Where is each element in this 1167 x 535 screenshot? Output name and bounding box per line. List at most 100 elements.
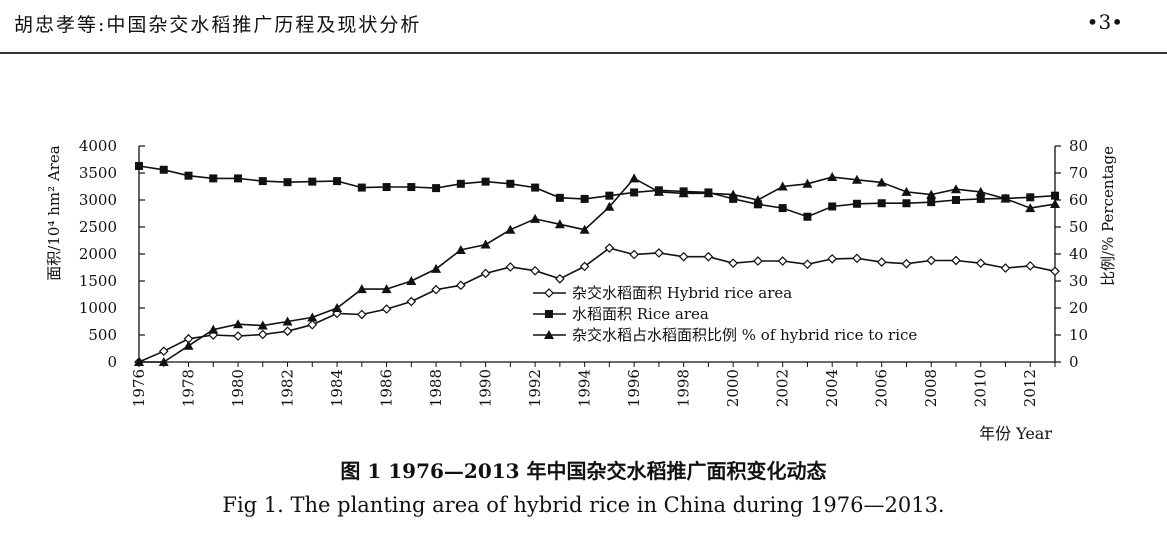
series-2-point (753, 200, 762, 209)
legend-label: 水稻面积 Rice area (572, 305, 709, 323)
series-1-point (431, 284, 441, 295)
series-3-point (530, 213, 541, 223)
series-1-point (1025, 261, 1036, 271)
series-2-point (506, 179, 515, 188)
x-tick-label: 1998 (675, 369, 693, 407)
series-1-point (703, 251, 714, 262)
left-tick-label: 2500 (79, 218, 117, 236)
series-2-point (778, 204, 787, 213)
series-1-point (728, 258, 739, 269)
series-1-point (381, 304, 392, 314)
series-1-point (852, 253, 862, 264)
series-2-point (828, 202, 837, 211)
series-1-point (406, 296, 417, 307)
x-tick-label: 1982 (279, 369, 297, 407)
series-2-point (184, 171, 193, 180)
series-3-point (851, 174, 862, 184)
series-1-point (777, 256, 788, 266)
series-3-point (1050, 199, 1060, 209)
series-2-point (456, 179, 465, 188)
series-1-point (505, 262, 516, 272)
series-3-point (579, 224, 590, 234)
x-tick-label: 2010 (972, 369, 990, 407)
series-1-point (629, 249, 639, 260)
series-3-point (554, 219, 565, 229)
series-1-point (876, 257, 887, 267)
right-tick-label: 70 (1069, 164, 1088, 182)
left-tick-label: 0 (107, 353, 117, 371)
series-3-point (431, 263, 442, 273)
left-tick-label: 4000 (79, 137, 117, 155)
x-tick-label: 2002 (774, 369, 792, 407)
series-2-point (283, 178, 292, 187)
figure-caption-en: Fig 1. The planting area of hybrid rice … (222, 493, 945, 517)
page-number: •3• (1086, 10, 1123, 34)
header-rule (0, 52, 1167, 54)
series-2-point (432, 184, 441, 193)
x-tick-label: 1992 (526, 369, 544, 407)
series-2-point (357, 183, 366, 192)
series-3-point (183, 340, 194, 350)
series-1-point (555, 273, 565, 284)
series-2-point (407, 183, 416, 192)
x-tick-label: 2000 (724, 369, 742, 407)
left-tick-label: 3000 (79, 191, 117, 209)
series-3-point (406, 276, 417, 285)
series-2-point (927, 198, 936, 207)
right-tick-label: 10 (1069, 326, 1088, 344)
series-3-point (975, 186, 986, 196)
series-2-point (1051, 191, 1059, 200)
running-title: 胡忠孝等:中国杂交水稻推广历程及现状分析 (14, 14, 422, 36)
series-2-point (258, 177, 267, 186)
series-3-point (257, 320, 268, 330)
series-3-point (233, 319, 244, 329)
x-tick-label: 2004 (823, 369, 841, 407)
x-tick-label: 1984 (328, 369, 346, 407)
legend: 杂交水稻面积 Hybrid rice area 水稻面积 Rice area 杂交水… (533, 284, 917, 344)
series-3-point (1025, 203, 1036, 213)
series-2-point (159, 165, 168, 174)
series-3-point (653, 186, 664, 196)
series-2-point (531, 183, 540, 192)
series-1-point (530, 265, 540, 276)
x-tick-label: 2008 (922, 369, 940, 407)
left-tick-label: 500 (88, 326, 117, 344)
series-2-point (729, 194, 738, 203)
series-1-point (901, 258, 912, 269)
series-1-point (1050, 266, 1060, 277)
series-3-point (752, 195, 763, 204)
series-3-point (950, 184, 961, 194)
x-tick-label: 2012 (1021, 369, 1039, 407)
series-1-point (233, 331, 243, 341)
right-tick-label: 40 (1069, 245, 1088, 263)
series-3-point (629, 173, 640, 183)
series-2-point (481, 177, 490, 186)
series-1-point (356, 309, 367, 320)
legend-marker (544, 288, 554, 298)
series-3-point (777, 181, 788, 191)
legend-marker (545, 310, 553, 318)
x-tick-label: 1980 (229, 369, 247, 407)
series-1-point (455, 280, 466, 291)
series-3-point (876, 177, 887, 187)
left-tick-label: 1000 (79, 299, 117, 317)
series-1 (134, 243, 1060, 367)
series-2-point (555, 193, 564, 202)
left-tick-label: 1500 (79, 272, 117, 290)
series-2-point (1026, 193, 1035, 202)
series-3-line (139, 176, 1056, 363)
x-tick-label: 2006 (873, 369, 891, 407)
series-2-line (138, 165, 1056, 218)
series-3-point (802, 178, 813, 188)
series-1-point (282, 326, 293, 337)
series-2-point (630, 188, 639, 197)
right-tick-label: 0 (1069, 353, 1079, 371)
series-1-point (678, 251, 689, 262)
hybrid-rice-chart: 0 500 1000 1500 2000 2500 3000 3500 4000 0 10 20 30 4… (45, 137, 1117, 443)
right-tick-label: 20 (1069, 299, 1088, 317)
series-1-point (307, 319, 318, 330)
series-2-point (333, 177, 342, 186)
series-3-point (208, 324, 219, 334)
series-2-point (135, 161, 143, 170)
series-2-point (382, 183, 391, 192)
